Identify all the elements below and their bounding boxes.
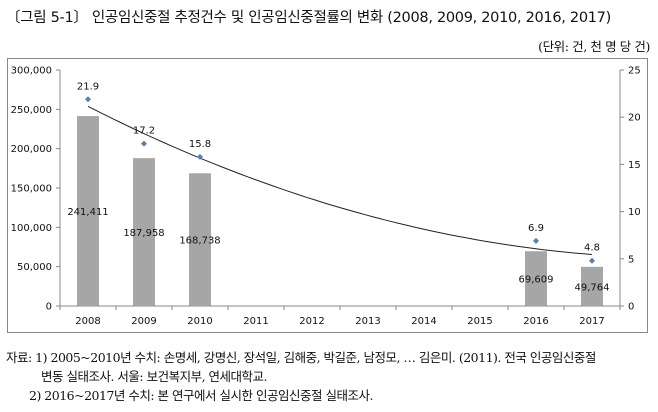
figure-title: 〔그림 5-1〕 인공임신중절 추정건수 및 인공임신중절률의 변화 (2008…: [6, 10, 611, 26]
rate-point-2017: [589, 257, 595, 264]
x-tick-label: 2017: [579, 316, 604, 327]
rate-label: 21.9: [77, 81, 99, 92]
left-tick-label: 0: [46, 302, 52, 313]
right-tick-label: 20: [628, 113, 641, 124]
left-tick-label: 250,000: [11, 105, 52, 116]
x-tick-label: 2008: [75, 316, 100, 327]
rate-point-2009: [141, 140, 147, 147]
right-tick-label: 0: [628, 302, 634, 313]
right-tick-label: 15: [628, 160, 641, 171]
source-line-2: 변동 실태조사. 서울: 보건복지부, 연세대학교.: [41, 369, 268, 384]
x-tick-label: 2010: [187, 316, 212, 327]
rate-label: 15.8: [189, 139, 211, 150]
x-tick-label: 2009: [131, 316, 156, 327]
unit-note: (단위: 건, 천 명 당 건): [538, 39, 650, 54]
bar-2010: [189, 173, 211, 306]
bar-2016: [525, 251, 547, 306]
source-note: 자료: 1) 2005~2010년 수치: 손명세, 강명신, 장석일, 김해중…: [6, 348, 596, 405]
x-tick-label: 2015: [467, 316, 492, 327]
rate-point-2008: [85, 96, 91, 103]
bar-2008: [77, 116, 99, 306]
bar-2017: [581, 266, 603, 306]
x-tick-label: 2016: [523, 316, 548, 327]
left-tick-label: 150,000: [11, 184, 52, 195]
left-tick-label: 300,000: [11, 66, 52, 77]
rate-point-2010: [197, 153, 203, 160]
trendline: [87, 105, 593, 255]
x-tick-label: 2014: [411, 316, 436, 327]
bar-2009: [133, 158, 155, 306]
source-line-3: 2) 2016~2017년 수치: 본 연구에서 실시한 인공임신중절 실태조사…: [29, 388, 373, 403]
x-tick-label: 2012: [299, 316, 324, 327]
bar-label: 49,764: [575, 282, 610, 293]
left-tick-label: 50,000: [17, 262, 52, 273]
x-tick-label: 2011: [243, 316, 268, 327]
rate-point-2016: [533, 237, 539, 244]
rate-label: 17.2: [133, 126, 155, 137]
left-tick-label: 100,000: [11, 223, 52, 234]
bar-label: 168,738: [179, 236, 220, 247]
right-tick-label: 10: [628, 207, 641, 218]
rate-label: 4.8: [584, 243, 600, 254]
right-tick-label: 5: [628, 254, 634, 265]
bar-label: 187,958: [123, 228, 164, 239]
chart-frame: [7, 58, 648, 333]
rate-label: 6.9: [528, 223, 544, 234]
bar-label: 241,411: [67, 207, 108, 218]
left-tick-label: 200,000: [11, 144, 52, 155]
right-tick-label: 25: [628, 66, 641, 77]
source-line-1: 자료: 1) 2005~2010년 수치: 손명세, 강명신, 장석일, 김해중…: [6, 350, 596, 365]
bar-label: 69,609: [519, 275, 554, 286]
x-tick-label: 2013: [355, 316, 380, 327]
